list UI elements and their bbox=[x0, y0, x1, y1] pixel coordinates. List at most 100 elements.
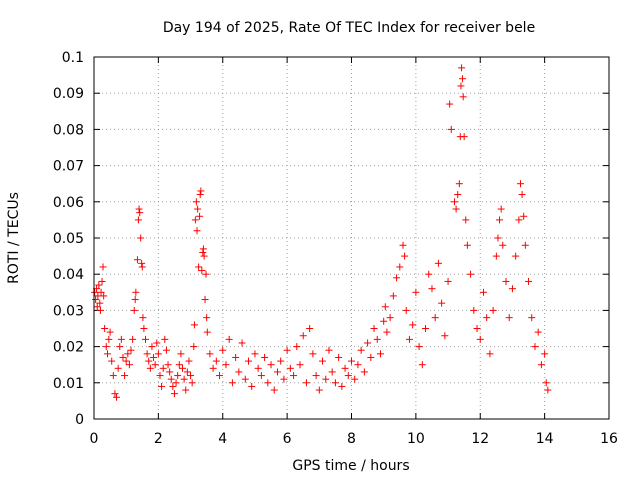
data-point bbox=[492, 252, 500, 260]
data-point bbox=[357, 346, 365, 354]
data-point bbox=[106, 328, 114, 336]
data-point bbox=[166, 368, 174, 376]
data-point bbox=[496, 216, 504, 224]
data-point bbox=[494, 234, 502, 242]
data-point bbox=[489, 306, 497, 314]
data-point bbox=[376, 350, 384, 358]
data-point bbox=[136, 209, 144, 217]
y-tick-labels: 0 0.01 0.02 0.03 0.04 0.05 0.06 0.07 0.08 0.09 0.1 bbox=[53, 50, 84, 428]
data-point bbox=[537, 361, 545, 369]
data-point bbox=[328, 368, 336, 376]
data-point bbox=[143, 350, 151, 358]
data-point bbox=[541, 350, 549, 358]
data-point bbox=[187, 372, 195, 380]
data-point bbox=[121, 372, 129, 380]
data-point bbox=[109, 372, 117, 380]
data-point bbox=[447, 125, 455, 133]
data-point bbox=[322, 375, 330, 383]
data-point bbox=[150, 353, 158, 361]
data-point bbox=[458, 64, 466, 72]
data-point bbox=[409, 321, 417, 329]
data-point bbox=[331, 379, 339, 387]
data-point bbox=[401, 252, 409, 260]
data-point bbox=[146, 364, 154, 372]
data-point bbox=[193, 227, 201, 235]
x-tick-label: 4 bbox=[218, 431, 227, 447]
x-tick-labels: 0 2 4 6 8 10 12 14 16 bbox=[90, 431, 618, 447]
data-point bbox=[164, 361, 172, 369]
data-point bbox=[364, 339, 372, 347]
data-point bbox=[520, 212, 528, 220]
data-point bbox=[139, 314, 147, 322]
gridlines bbox=[94, 57, 609, 419]
data-point bbox=[114, 364, 122, 372]
data-point bbox=[309, 350, 317, 358]
y-axis-title: ROTI / TECUs bbox=[6, 192, 22, 284]
y-tick-label: 0.05 bbox=[53, 231, 84, 247]
data-point bbox=[544, 386, 552, 394]
data-point bbox=[499, 241, 507, 249]
data-point bbox=[348, 357, 355, 365]
data-point bbox=[138, 259, 146, 267]
data-point bbox=[516, 180, 524, 188]
data-point bbox=[428, 285, 436, 293]
data-point bbox=[102, 343, 110, 351]
data-point bbox=[148, 343, 156, 351]
data-point bbox=[219, 346, 227, 354]
data-point bbox=[422, 325, 430, 332]
x-tick-label: 14 bbox=[536, 431, 554, 447]
data-point bbox=[399, 241, 407, 249]
data-point bbox=[277, 357, 285, 365]
data-points bbox=[91, 64, 552, 401]
data-point bbox=[502, 277, 510, 285]
data-point bbox=[129, 335, 137, 343]
data-point bbox=[438, 299, 446, 307]
data-point bbox=[108, 357, 116, 365]
data-point bbox=[201, 296, 209, 304]
data-point bbox=[444, 277, 452, 285]
data-point bbox=[460, 133, 468, 141]
data-point bbox=[525, 277, 533, 285]
data-point bbox=[222, 361, 230, 369]
data-point bbox=[367, 353, 375, 361]
data-point bbox=[251, 350, 259, 358]
data-point bbox=[135, 205, 143, 213]
data-point bbox=[172, 379, 180, 387]
data-point bbox=[497, 205, 505, 213]
data-point bbox=[264, 379, 272, 387]
data-point bbox=[113, 393, 121, 401]
data-point bbox=[198, 267, 206, 275]
x-tick-label: 12 bbox=[471, 431, 489, 447]
data-point bbox=[515, 216, 523, 224]
data-point bbox=[273, 368, 281, 376]
data-point bbox=[290, 372, 298, 380]
data-point bbox=[467, 270, 475, 278]
data-point bbox=[508, 285, 516, 293]
data-point bbox=[412, 288, 420, 296]
data-point bbox=[161, 335, 169, 343]
data-point bbox=[200, 252, 208, 260]
data-point bbox=[462, 216, 470, 224]
data-point bbox=[315, 386, 323, 394]
data-point bbox=[418, 361, 426, 369]
data-point bbox=[228, 379, 236, 387]
data-point bbox=[312, 372, 320, 380]
data-point bbox=[216, 372, 224, 380]
data-point bbox=[254, 364, 262, 372]
data-point bbox=[479, 288, 487, 296]
data-point bbox=[415, 343, 423, 351]
data-point bbox=[470, 306, 478, 314]
data-point bbox=[142, 335, 149, 343]
data-point bbox=[476, 335, 484, 343]
data-point bbox=[441, 332, 449, 340]
data-point bbox=[452, 205, 460, 213]
data-point bbox=[296, 361, 304, 369]
data-point bbox=[188, 379, 196, 387]
data-point bbox=[169, 382, 177, 390]
data-point bbox=[191, 216, 199, 224]
data-point bbox=[100, 292, 108, 300]
data-point bbox=[360, 368, 368, 376]
data-point bbox=[405, 335, 413, 343]
data-point bbox=[293, 343, 301, 351]
data-point bbox=[338, 382, 346, 390]
